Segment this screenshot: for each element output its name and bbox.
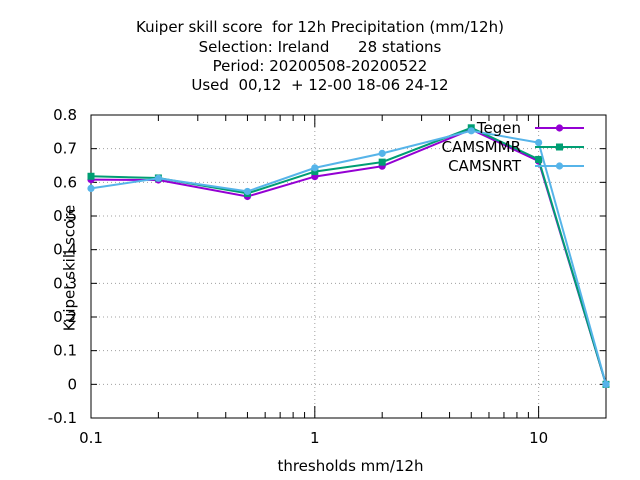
plot-border xyxy=(90,114,607,419)
data-point xyxy=(602,380,610,388)
data-point xyxy=(87,184,95,192)
title-line-1: Kuiper skill score for 12h Precipitation… xyxy=(136,18,504,36)
legend-marker xyxy=(555,162,564,170)
data-point xyxy=(311,168,319,176)
y-tick-label: 0 xyxy=(67,375,77,393)
data-point xyxy=(243,187,252,196)
title-line-2: Selection: Ireland 28 stations xyxy=(198,38,442,56)
data-point xyxy=(87,172,95,180)
legend-label: Tegen xyxy=(476,119,521,137)
x-tick-label: 1 xyxy=(310,429,320,447)
series-line-0 xyxy=(90,128,607,385)
series-line-2 xyxy=(90,129,607,385)
x-axis-label: thresholds mm/12h xyxy=(277,457,423,475)
data-point xyxy=(467,127,475,135)
title-line-4: Used 00,12 + 12-00 18-06 24-12 xyxy=(191,76,449,94)
y-tick-label: 0.4 xyxy=(53,241,77,259)
data-point xyxy=(154,174,162,182)
x-tick-label: 0.1 xyxy=(79,429,103,447)
y-tick-label: 0.8 xyxy=(53,106,77,124)
data-point xyxy=(311,164,319,172)
y-tick-label: 0.5 xyxy=(53,207,77,225)
legend-label: CAMSMMR xyxy=(441,138,521,156)
y-tick-label: 0.1 xyxy=(53,342,77,360)
legend-marker xyxy=(555,124,564,132)
y-tick-label: 0.2 xyxy=(53,308,77,326)
data-point xyxy=(378,158,386,166)
data-point xyxy=(378,149,386,157)
legend-marker xyxy=(556,143,563,151)
x-tick-label: 10 xyxy=(529,429,548,447)
data-point xyxy=(535,155,543,163)
series-line-1 xyxy=(90,126,607,385)
title-line-3: Period: 20200508-20200522 xyxy=(212,57,428,75)
y-tick-label: -0.1 xyxy=(48,409,77,427)
legend-label: CAMSNRT xyxy=(448,157,522,175)
y-tick-label: 0.6 xyxy=(53,173,77,191)
data-point xyxy=(535,139,543,147)
y-tick-label: 0.7 xyxy=(53,140,77,158)
y-tick-label: 0.3 xyxy=(53,274,77,292)
